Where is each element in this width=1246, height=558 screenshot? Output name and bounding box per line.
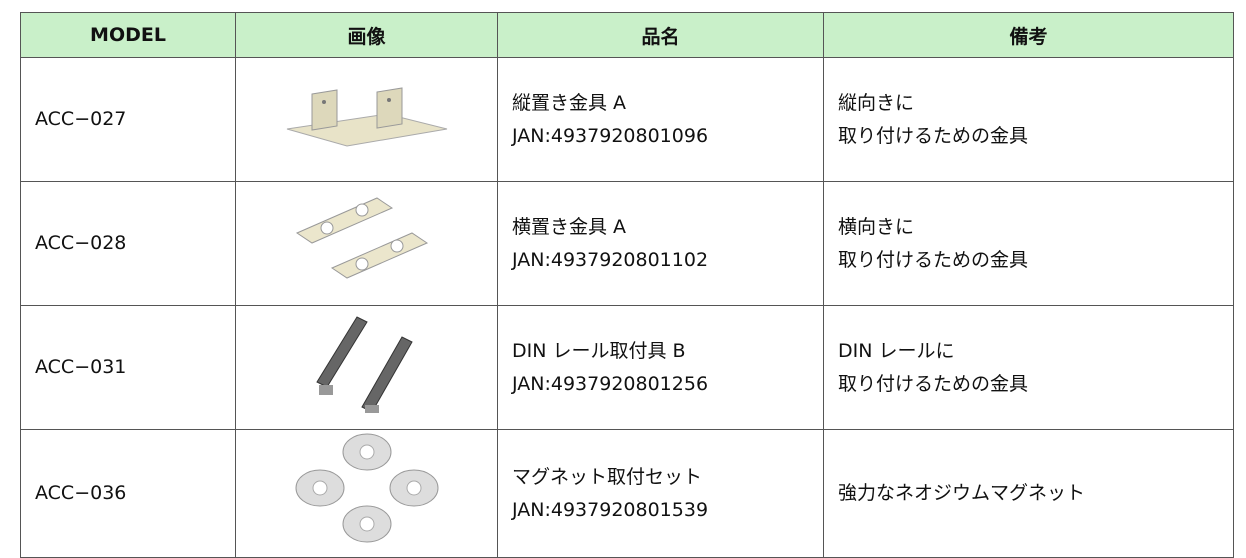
- remark-line: 縦向きに: [838, 91, 915, 114]
- remark-cell: DIN レールに取り付けるための金具: [823, 305, 1234, 430]
- header-cell: 品名: [497, 12, 824, 58]
- accessory-table: MODEL 画像 品名 備考 ACC−027 縦置き金具 A JAN:493792…: [20, 12, 1234, 558]
- remark-line: 取り付けるための金具: [838, 372, 1029, 395]
- remark-cell: 縦向きに取り付けるための金具: [823, 57, 1234, 182]
- image-cell: [235, 181, 498, 306]
- model-cell: ACC−036: [20, 429, 236, 558]
- name-line: マグネット取付セット: [512, 465, 703, 488]
- row: ACC−028 横置き金具 A JAN:4937920801102 横向きに取り付…: [20, 181, 1234, 306]
- product-image: [315, 316, 413, 413]
- name-cell: DIN レール取付具 B JAN:4937920801256: [497, 305, 824, 430]
- remark-line: DIN レールに: [838, 339, 955, 362]
- model-cell: ACC−028: [20, 181, 236, 306]
- image-cell: [235, 305, 498, 430]
- jan-line: JAN:4937920801096: [512, 124, 709, 147]
- image-cell: [235, 57, 498, 182]
- row: ACC−027 縦置き金具 A JAN:4937920801096 縦向きに取り付…: [20, 57, 1234, 182]
- product-image: [295, 433, 438, 543]
- name-line: 横置き金具 A: [512, 215, 627, 238]
- remark-line: 横向きに: [838, 215, 915, 238]
- name-line: 縦置き金具 A: [512, 91, 627, 114]
- remark-line: 強力なネオジウムマグネット: [838, 482, 1086, 504]
- model-cell: ACC−027: [20, 57, 236, 182]
- header-cell: 備考: [823, 12, 1234, 58]
- remark-line: 取り付けるための金具: [838, 124, 1029, 147]
- model-cell: ACC−031: [20, 305, 236, 430]
- remark-line: 取り付けるための金具: [838, 248, 1029, 271]
- remark-cell: 強力なネオジウムマグネット: [823, 429, 1234, 558]
- jan-line: JAN:4937920801539: [512, 498, 709, 521]
- name-cell: マグネット取付セット JAN:4937920801539: [497, 429, 824, 558]
- header-row: MODEL 画像 品名 備考: [20, 12, 1234, 58]
- header-cell: 画像: [235, 12, 498, 58]
- name-cell: 横置き金具 A JAN:4937920801102: [497, 181, 824, 306]
- row: ACC−031 DIN レール取付具 B JAN:4937920801256 DI…: [20, 305, 1234, 430]
- header-cell: MODEL: [20, 12, 236, 58]
- product-image: [286, 87, 447, 147]
- product-image: [295, 197, 428, 279]
- name-line: DIN レール取付具 B: [512, 339, 686, 362]
- name-cell: 縦置き金具 A JAN:4937920801096: [497, 57, 824, 182]
- jan-line: JAN:4937920801102: [512, 248, 709, 271]
- row: ACC−036 マグネット取付セット JAN:4937920801539 強力なネ…: [20, 429, 1234, 558]
- remark-cell: 横向きに取り付けるための金具: [823, 181, 1234, 306]
- image-cell: [235, 429, 498, 558]
- jan-line: JAN:4937920801256: [512, 372, 709, 395]
